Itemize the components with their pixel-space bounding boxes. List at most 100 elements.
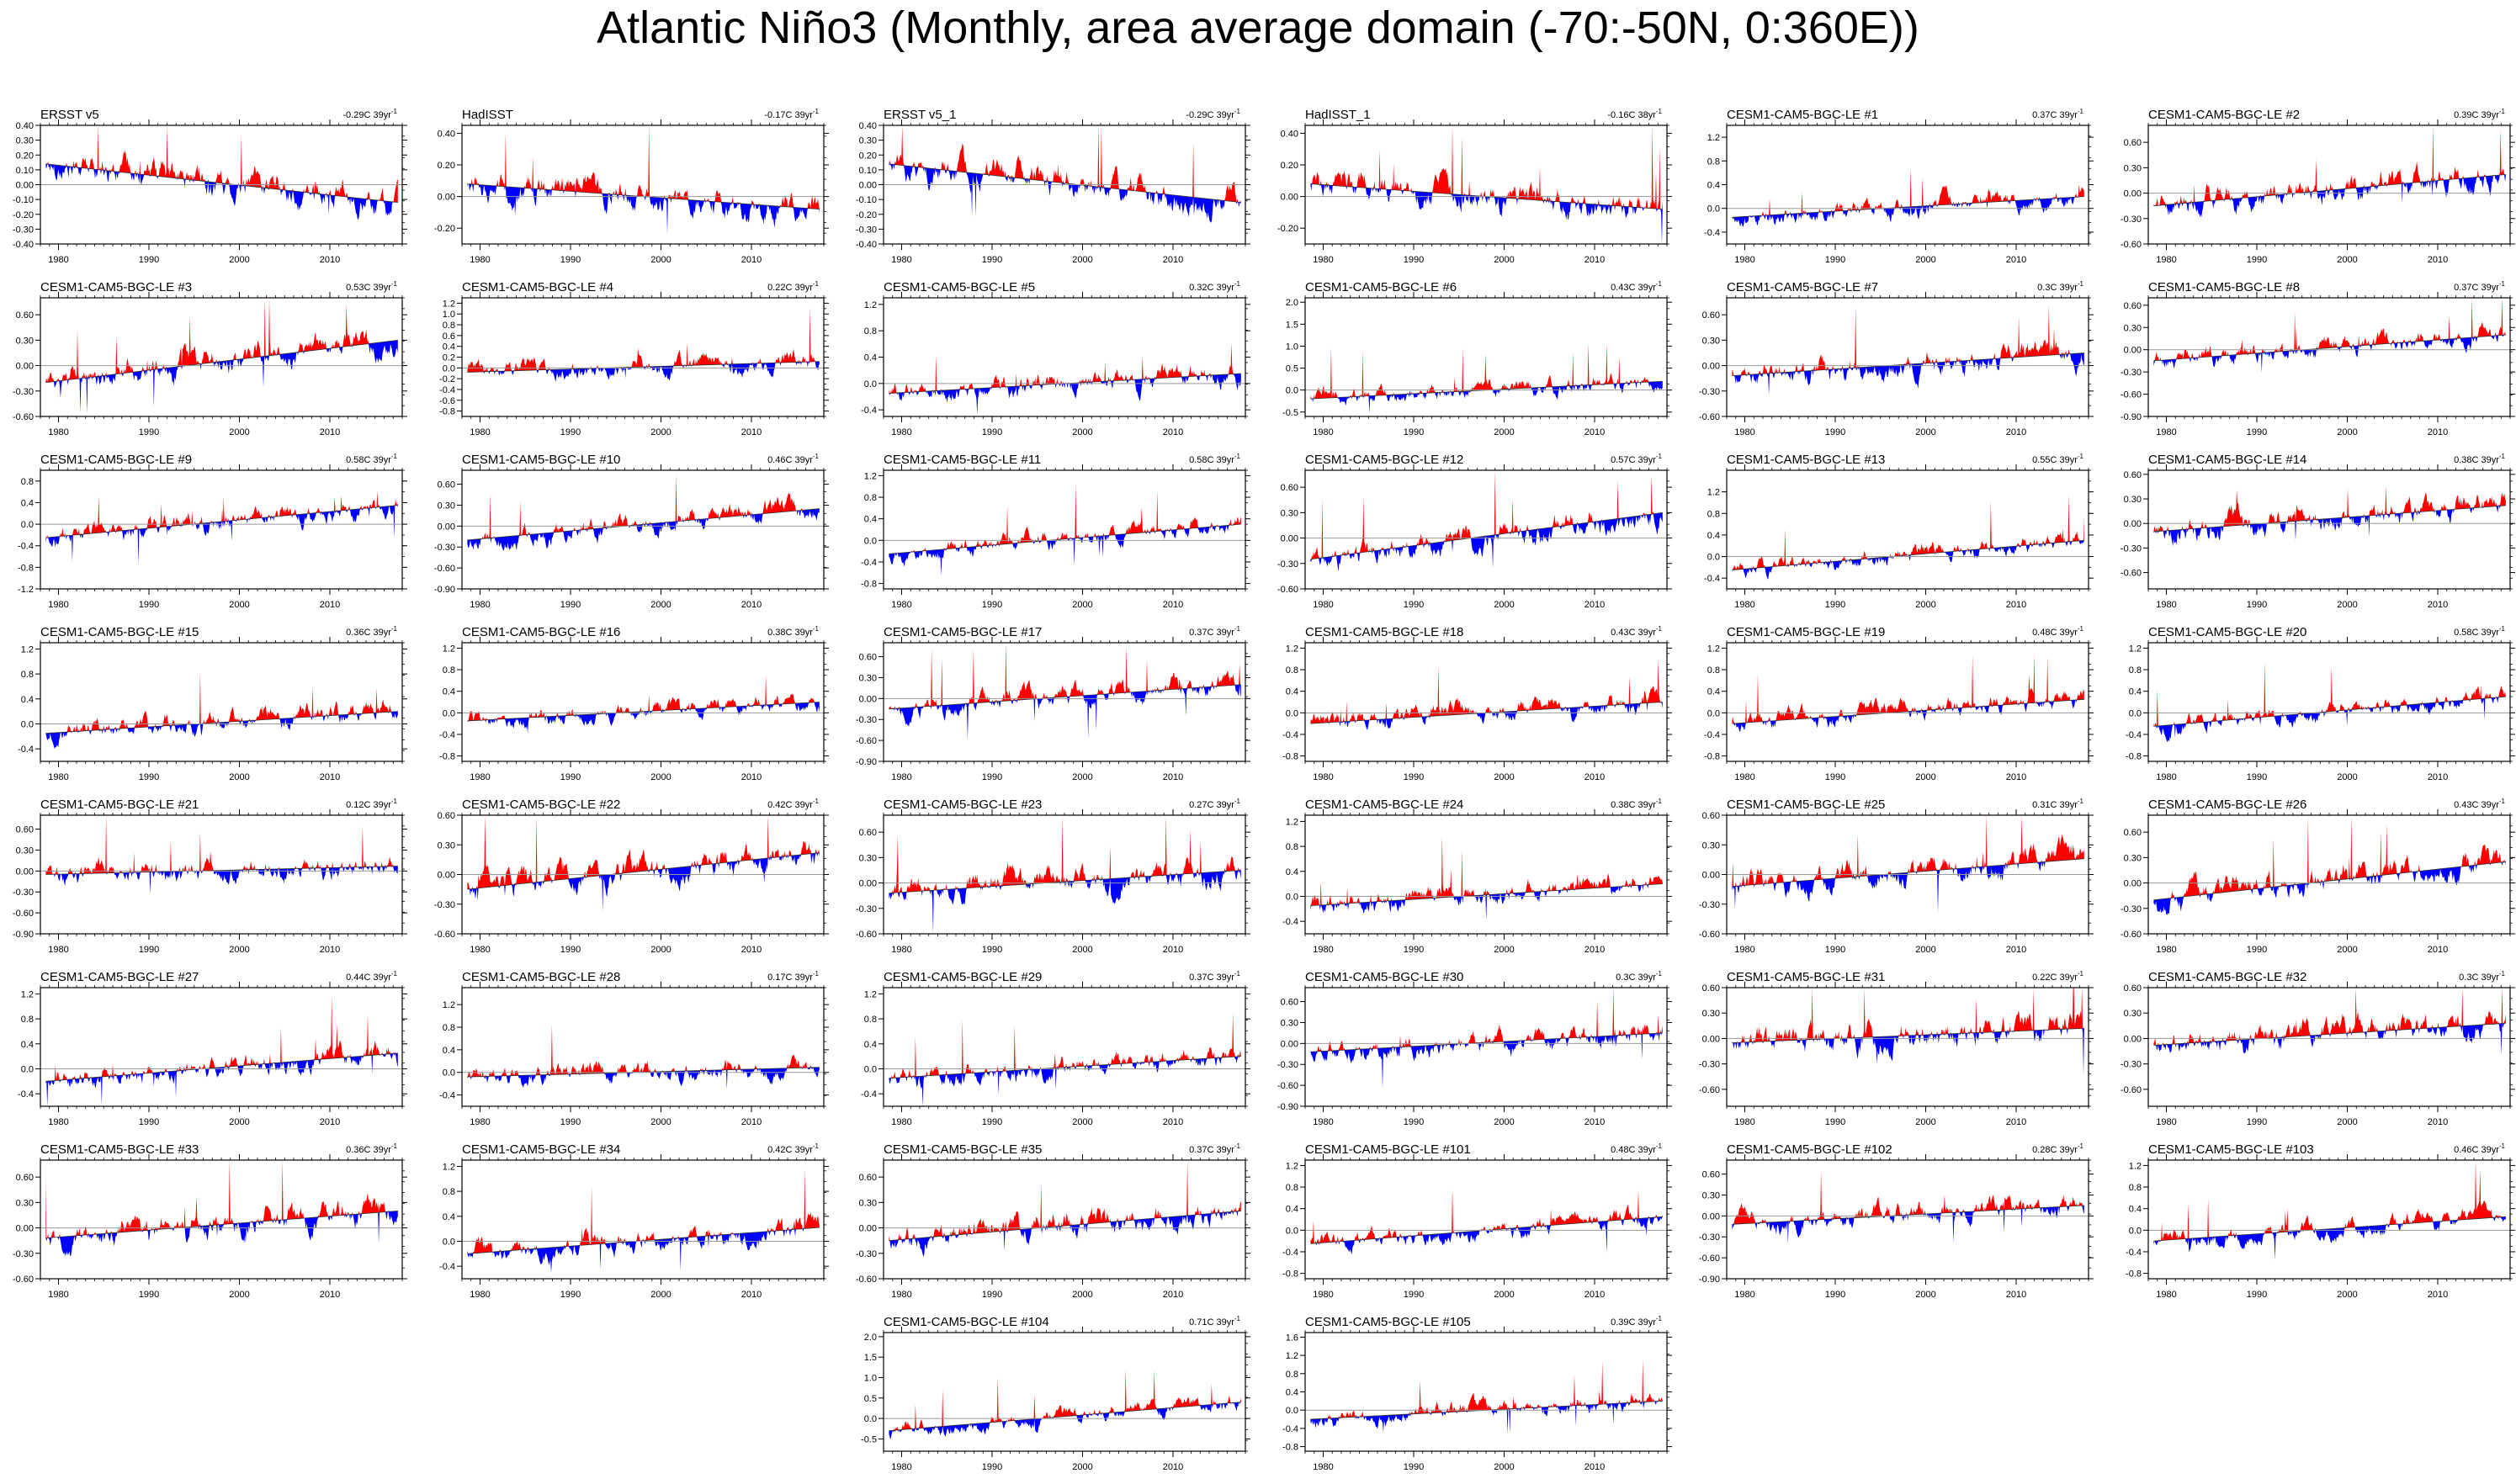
plot-frame bbox=[2147, 987, 2511, 1107]
trend-line bbox=[2153, 696, 2506, 727]
trend-exponent: -1 bbox=[1656, 798, 1663, 805]
y-tick-label: -0.4 bbox=[439, 730, 455, 740]
y-tick-label: 0.30 bbox=[16, 336, 34, 346]
x-tick-label: 2010 bbox=[2006, 772, 2026, 782]
y-tick-label: 0.0 bbox=[1707, 553, 1720, 563]
positive-anomaly-fill bbox=[467, 675, 820, 721]
negative-anomaly-fill bbox=[467, 183, 820, 235]
panel-trend: 0.43C 39yr-1 bbox=[1611, 280, 1662, 293]
trend-exponent: -1 bbox=[2499, 970, 2506, 978]
plot-frame bbox=[1726, 469, 2089, 590]
x-tick-label: 1980 bbox=[48, 1117, 68, 1127]
negative-anomaly-fill bbox=[1732, 1205, 2084, 1244]
panel-trend: -0.29C 39yr-1 bbox=[342, 108, 397, 120]
x-tick-label: 1980 bbox=[891, 1117, 911, 1127]
plot-frame bbox=[1726, 987, 2089, 1107]
y-tick-label: 1.2 bbox=[1707, 644, 1720, 654]
chart-panel-17: CESM1-CAM5-BGC-LE #13 0.55C 39yr-1 -0.4 0.0… bbox=[1704, 453, 2094, 610]
positive-anomaly-fill bbox=[889, 643, 1241, 709]
y-tick-label: 0.30 bbox=[16, 1198, 34, 1208]
y-tick-label: 0.00 bbox=[859, 694, 877, 704]
chart-panel-36: CESM1-CAM5-BGC-LE #32 0.3C 39yr-1 -0.60 -0.… bbox=[2121, 970, 2515, 1127]
y-tick-label: -0.10 bbox=[856, 195, 877, 205]
x-tick-label: 2000 bbox=[1494, 1290, 1514, 1300]
positive-anomaly-fill bbox=[2153, 988, 2506, 1046]
negative-anomaly-fill bbox=[467, 1227, 820, 1273]
x-tick-label: 1980 bbox=[470, 1290, 490, 1300]
y-tick-label: -0.4 bbox=[1704, 574, 1720, 584]
y-tick-label: -0.8 bbox=[1282, 752, 1298, 762]
y-tick-label: -0.8 bbox=[439, 407, 455, 417]
panel-trend: 0.28C 39yr-1 bbox=[2032, 1142, 2083, 1155]
x-tick-label: 2010 bbox=[2428, 772, 2448, 782]
x-tick-label: 2010 bbox=[741, 1117, 762, 1127]
panel-trend: 0.36C 39yr-1 bbox=[346, 1142, 397, 1155]
x-tick-label: 1980 bbox=[48, 427, 68, 437]
y-tick-label: 0.60 bbox=[16, 1173, 34, 1183]
trend-exponent: -1 bbox=[813, 108, 820, 115]
y-tick-label: 0.30 bbox=[1702, 840, 1720, 851]
y-tick-label: -0.60 bbox=[2121, 569, 2142, 579]
x-tick-label: 2000 bbox=[2337, 772, 2357, 782]
trend-line bbox=[889, 684, 1241, 710]
trend-line bbox=[1732, 196, 2084, 218]
y-tick-label: 0.0 bbox=[443, 708, 455, 718]
x-tick-label: 1990 bbox=[1404, 255, 1424, 265]
x-tick-label: 2000 bbox=[229, 1117, 249, 1127]
y-tick-label: 0.0 bbox=[21, 719, 34, 729]
x-tick-label: 2000 bbox=[650, 255, 671, 265]
trend-line bbox=[45, 1211, 398, 1239]
positive-anomaly-fill bbox=[2153, 485, 2506, 532]
plot-frame bbox=[2147, 125, 2511, 245]
y-tick-label: -0.30 bbox=[2121, 904, 2142, 914]
trend-line bbox=[1310, 883, 1663, 907]
x-tick-label: 1980 bbox=[2156, 255, 2176, 265]
y-tick-label: 1.2 bbox=[1286, 817, 1298, 827]
y-tick-label: 0.60 bbox=[2124, 983, 2142, 994]
y-tick-label: -0.30 bbox=[2121, 1060, 2142, 1070]
x-tick-label: 1980 bbox=[1313, 427, 1333, 437]
x-tick-label: 1990 bbox=[982, 772, 1002, 782]
y-tick-label: 1.2 bbox=[443, 644, 455, 654]
panel-trend: 0.38C 39yr-1 bbox=[767, 625, 819, 638]
trend-exponent: -1 bbox=[2078, 1142, 2084, 1150]
x-tick-label: 2000 bbox=[650, 1117, 671, 1127]
x-tick-label: 1980 bbox=[1313, 772, 1333, 782]
x-tick-label: 1990 bbox=[982, 1290, 1002, 1300]
x-tick-label: 1990 bbox=[560, 1117, 581, 1127]
x-tick-label: 2010 bbox=[2428, 427, 2448, 437]
x-tick-label: 1990 bbox=[139, 255, 159, 265]
panel-trend: 0.38C 39yr-1 bbox=[1611, 798, 1662, 810]
panel-trend: 0.58C 39yr-1 bbox=[1189, 453, 1240, 465]
x-tick-label: 1980 bbox=[48, 1290, 68, 1300]
panel-title: CESM1-CAM5-BGC-LE #10 bbox=[462, 453, 620, 467]
y-tick-label: 1.2 bbox=[443, 1000, 455, 1010]
plot-frame bbox=[883, 987, 1246, 1107]
y-tick-label: 1.2 bbox=[864, 471, 877, 481]
x-tick-label: 2000 bbox=[229, 255, 249, 265]
positive-anomaly-fill bbox=[1732, 815, 2084, 887]
panel-title: CESM1-CAM5-BGC-LE #8 bbox=[2148, 280, 2300, 294]
x-tick-label: 2000 bbox=[2337, 600, 2357, 610]
negative-anomaly-fill bbox=[2153, 861, 2506, 915]
y-tick-label: 1.2 bbox=[1286, 1161, 1298, 1171]
y-tick-label: 0.0 bbox=[864, 536, 877, 546]
y-tick-label: 0.10 bbox=[859, 166, 877, 176]
negative-anomaly-fill bbox=[467, 1067, 820, 1089]
panel-title: CESM1-CAM5-BGC-LE #22 bbox=[462, 798, 620, 812]
y-tick-label: -0.30 bbox=[1699, 1060, 1720, 1070]
y-tick-label: -0.8 bbox=[18, 563, 34, 573]
negative-anomaly-fill bbox=[2153, 174, 2506, 218]
x-tick-label: 1980 bbox=[1734, 772, 1754, 782]
trend-exponent: -1 bbox=[813, 970, 820, 978]
y-tick-label: 0.4 bbox=[1707, 531, 1720, 541]
y-tick-label: -0.30 bbox=[2121, 215, 2142, 225]
negative-anomaly-fill bbox=[45, 866, 398, 894]
x-tick-label: 2010 bbox=[1584, 427, 1605, 437]
y-tick-label: 1.2 bbox=[1707, 133, 1720, 143]
y-tick-label: 0.00 bbox=[438, 871, 455, 881]
y-tick-label: -0.90 bbox=[1699, 1275, 1720, 1285]
chart-panel-9: CESM1-CAM5-BGC-LE #5 0.32C 39yr-1 -0.4 0.0 0… bbox=[861, 280, 1250, 437]
y-tick-label: -0.30 bbox=[13, 888, 34, 898]
y-tick-label: -0.4 bbox=[1704, 730, 1720, 740]
